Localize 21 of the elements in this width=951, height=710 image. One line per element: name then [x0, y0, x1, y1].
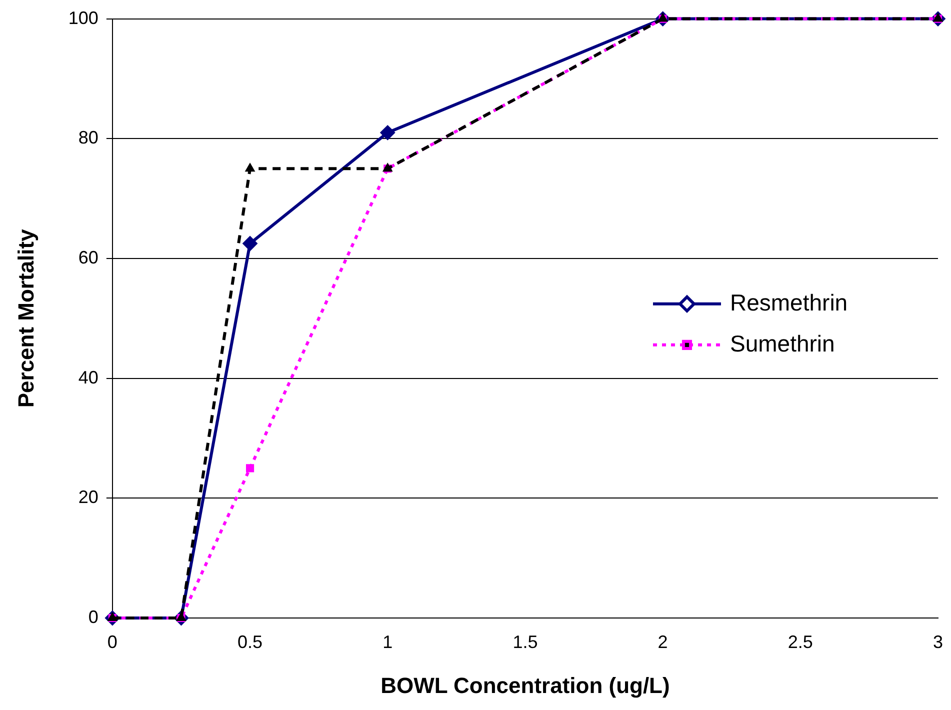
x-tick-label: 1	[382, 632, 393, 652]
y-axis-title: Percent Mortality	[13, 228, 38, 408]
point	[380, 125, 396, 140]
legend-label: Resmethrin	[730, 289, 848, 316]
point	[246, 464, 254, 472]
x-tick-label: 3	[932, 632, 943, 652]
x-tick-label: 1.5	[512, 632, 538, 652]
y-tick-label: 40	[78, 367, 98, 388]
x-tick-label: 2.5	[788, 632, 813, 652]
x-tick-label: 0	[107, 632, 118, 652]
x-axis-title: BOWL Concentration (ug/L)	[380, 672, 670, 698]
y-tick-label: 0	[88, 606, 98, 627]
point	[242, 236, 258, 251]
y-tick-label: 100	[68, 8, 98, 28]
y-tick-label: 20	[78, 487, 98, 508]
y-tick-label: 80	[78, 128, 98, 148]
legend-label: Sumethrin	[730, 330, 835, 356]
point	[245, 163, 255, 172]
x-tick-label: 0.5	[238, 632, 263, 652]
x-tick-label: 2	[658, 632, 668, 652]
y-tick-label: 60	[78, 247, 98, 268]
